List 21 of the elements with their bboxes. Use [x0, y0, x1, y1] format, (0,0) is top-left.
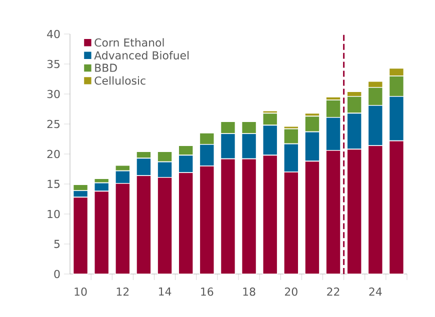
y-tick-label: 5 [54, 240, 60, 248]
y-tick-label: 20 [47, 150, 60, 158]
y-tick-label: 40 [47, 30, 60, 38]
x-tick-label: 24 [369, 288, 382, 296]
y-tick-label: 0 [54, 270, 60, 278]
y-tick-label: 30 [47, 90, 60, 98]
x-tick-label: 12 [116, 288, 129, 296]
x-tick-label: 10 [74, 288, 87, 296]
y-tick-label: 10 [48, 210, 60, 218]
y-tick-label: 35 [47, 60, 60, 68]
x-tick-label: 14 [159, 288, 172, 296]
legend-label: Cellulosic [94, 76, 146, 85]
legend-label: Corn Ethanol [94, 38, 164, 47]
legend-label: BBD [95, 64, 117, 72]
y-tick-label: 25 [47, 120, 60, 128]
x-tick-label: 18 [243, 288, 256, 296]
legend-label: Advanced Biofuel [94, 50, 189, 60]
y-tick-label: 15 [48, 180, 60, 188]
x-tick-label: 16 [201, 288, 214, 296]
x-tick-label: 22 [327, 288, 340, 296]
x-tick-label: 20 [284, 288, 298, 296]
